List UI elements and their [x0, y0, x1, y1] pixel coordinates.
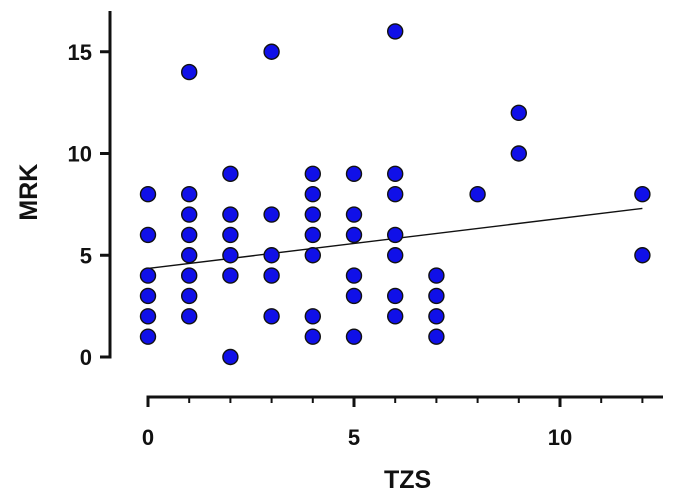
x-tick-label: 0 — [142, 425, 154, 450]
data-point — [222, 348, 239, 366]
data-point — [634, 247, 651, 264]
data-point — [180, 63, 198, 81]
x-axis-title: TZS — [384, 466, 431, 494]
data-point — [263, 43, 280, 60]
y-tick-label: 5 — [80, 243, 92, 268]
data-point — [222, 206, 239, 223]
axes: 0 5 10 15 0 5 10 — [68, 11, 663, 450]
data-point — [345, 206, 363, 223]
data-point — [428, 287, 445, 305]
x-tick-label: 5 — [348, 425, 360, 450]
data-point — [263, 308, 280, 325]
data-point — [510, 104, 527, 122]
data-point — [263, 206, 280, 223]
data-point — [222, 267, 239, 284]
data-point — [387, 308, 404, 325]
data-point — [304, 185, 321, 203]
data-point — [180, 308, 198, 325]
data-point — [345, 267, 363, 284]
data-point — [304, 226, 321, 244]
data-point — [304, 328, 321, 345]
y-tick-label: 15 — [68, 40, 92, 65]
data-point — [304, 247, 321, 264]
data-point — [469, 185, 486, 203]
data-point — [428, 308, 445, 325]
data-point — [180, 247, 198, 264]
data-point — [304, 308, 321, 325]
data-point — [387, 165, 404, 183]
data-point — [304, 206, 321, 223]
y-axis-title: MRK — [15, 164, 43, 221]
data-point — [222, 247, 239, 264]
data-point — [222, 226, 239, 244]
x-tick-label: 10 — [548, 425, 572, 450]
data-point — [510, 145, 527, 162]
data-point — [180, 287, 198, 305]
data-point — [139, 328, 157, 345]
data-point — [387, 287, 404, 305]
data-point — [345, 226, 363, 244]
data-point — [387, 247, 404, 264]
data-point — [139, 267, 157, 284]
data-point — [387, 185, 404, 203]
data-point — [139, 185, 157, 203]
data-point — [263, 267, 280, 284]
data-point — [139, 287, 157, 305]
data-point — [180, 206, 198, 223]
data-point — [222, 165, 239, 183]
data-point — [180, 267, 198, 284]
data-point — [304, 165, 321, 183]
data-point — [387, 226, 404, 244]
data-point — [180, 226, 198, 244]
data-point — [634, 185, 651, 203]
y-tick-label: 10 — [68, 142, 92, 167]
data-point — [428, 328, 445, 345]
data-point — [139, 226, 157, 244]
data-point — [345, 328, 363, 345]
data-point — [428, 267, 445, 284]
data-point — [139, 308, 157, 325]
points-layer — [139, 23, 651, 366]
data-point — [263, 247, 280, 264]
data-point — [345, 165, 363, 183]
data-point — [345, 287, 363, 305]
y-tick-label: 0 — [80, 345, 92, 370]
data-point — [387, 23, 404, 40]
data-point — [180, 185, 198, 203]
